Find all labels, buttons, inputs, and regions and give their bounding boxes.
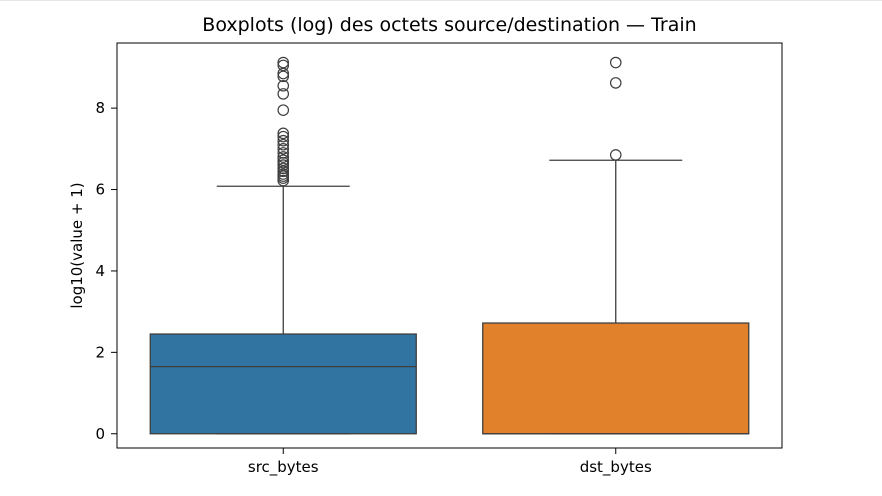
y-tick-label: 0 (95, 425, 105, 443)
y-tick-label: 6 (95, 181, 105, 199)
chart-title: Boxplots (log) des octets source/destina… (202, 14, 696, 36)
outlier-point (277, 151, 290, 163)
outlier-point (277, 59, 290, 72)
x-tick-label: dst_bytes (580, 458, 652, 477)
outlier-point (609, 56, 622, 69)
outlier-point (277, 143, 290, 155)
outlier-point (609, 149, 622, 161)
y-tick-label: 8 (95, 99, 105, 117)
y-tick-label: 2 (95, 343, 105, 361)
outlier-point (609, 77, 622, 89)
y-tick-label: 4 (95, 262, 105, 280)
outlier-point (277, 127, 290, 140)
box-iqr (482, 322, 750, 435)
outlier-point (277, 56, 290, 69)
outlier-point (277, 147, 290, 159)
x-tick-label: src_bytes (248, 458, 319, 477)
outlier-point (277, 168, 290, 180)
outlier-point (277, 138, 290, 151)
outlier-point (277, 154, 290, 167)
outlier-point (277, 104, 290, 116)
plot-frame (116, 42, 783, 449)
outlier-point (277, 79, 290, 92)
outlier-point (277, 130, 290, 143)
box-group-src-bytes (149, 56, 417, 435)
outlier-point (277, 162, 290, 175)
box-group-dst-bytes (482, 56, 750, 435)
outlier-point (277, 134, 290, 147)
y-axis-label: log10(value + 1) (68, 182, 86, 308)
top-divider (0, 0, 882, 1)
box-iqr (149, 333, 417, 435)
outlier-point (277, 88, 290, 100)
